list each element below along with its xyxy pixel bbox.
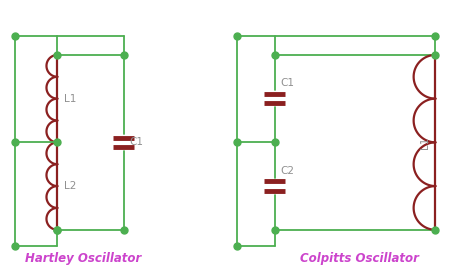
Point <box>432 228 439 232</box>
Point <box>54 140 61 144</box>
Point <box>11 140 18 144</box>
Point <box>120 53 128 57</box>
Point <box>233 140 241 144</box>
Text: Colpitts Oscillator: Colpitts Oscillator <box>301 252 419 265</box>
Point <box>54 228 61 232</box>
Text: L1: L1 <box>420 136 430 149</box>
Point <box>233 34 241 38</box>
Point <box>271 228 279 232</box>
Point <box>11 34 18 38</box>
Text: L1: L1 <box>64 94 77 104</box>
Point <box>432 53 439 57</box>
Text: C1: C1 <box>129 137 143 147</box>
Text: C2: C2 <box>281 166 294 176</box>
Text: C1: C1 <box>281 78 294 88</box>
Point <box>120 228 128 232</box>
Point <box>54 53 61 57</box>
Point <box>271 140 279 144</box>
Point <box>233 244 241 249</box>
Point <box>271 53 279 57</box>
Point <box>432 34 439 38</box>
Text: L2: L2 <box>64 181 77 191</box>
Point <box>11 244 18 249</box>
Point <box>54 228 61 232</box>
Text: Hartley Oscillator: Hartley Oscillator <box>25 252 142 265</box>
